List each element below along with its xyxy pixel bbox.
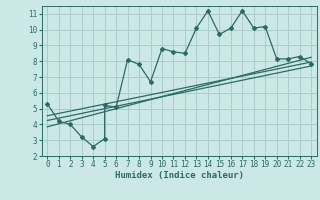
X-axis label: Humidex (Indice chaleur): Humidex (Indice chaleur) (115, 171, 244, 180)
